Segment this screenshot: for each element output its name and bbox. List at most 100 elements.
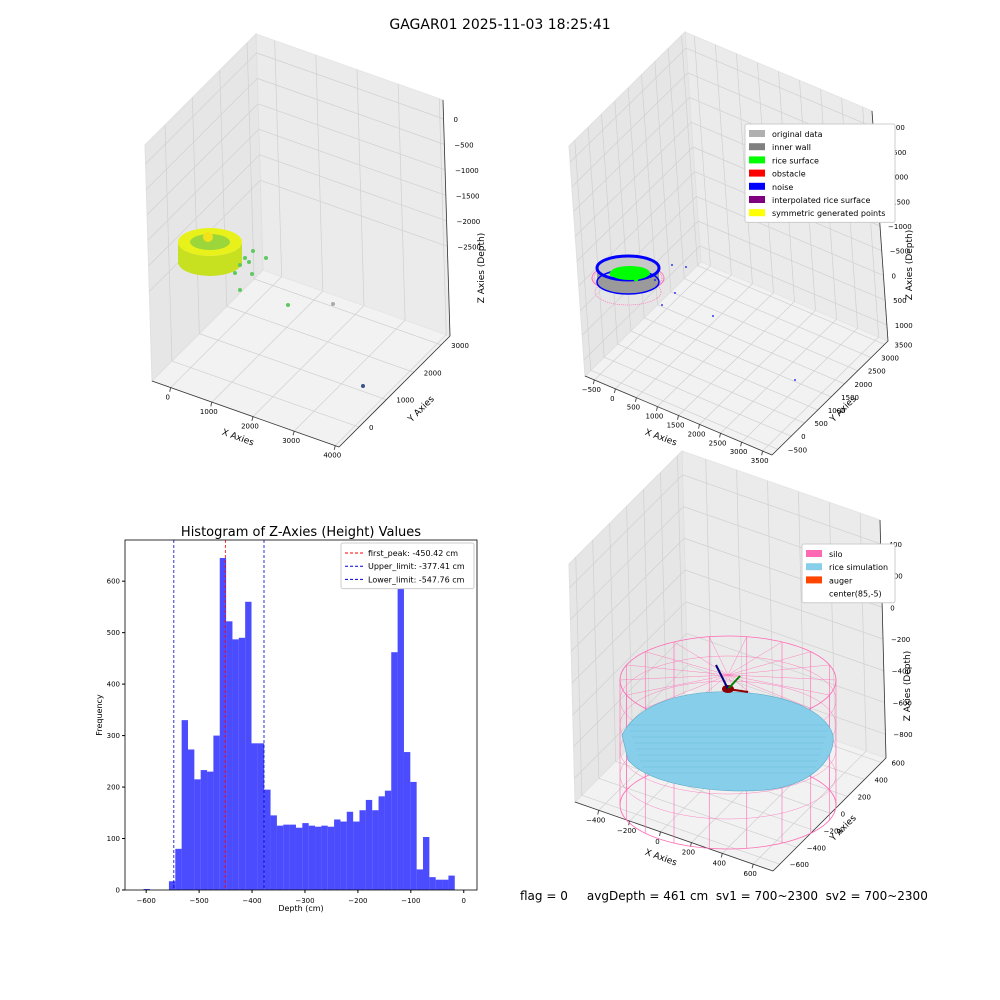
raw-z-tick-label: −1500 bbox=[456, 192, 480, 200]
histogram-bar bbox=[238, 637, 246, 890]
sim-grid-z bbox=[571, 569, 686, 684]
cls-legend-box bbox=[744, 123, 896, 223]
histogram-bar bbox=[372, 810, 379, 890]
histogram-x-tick-label: 0 bbox=[462, 897, 466, 905]
cls-x-tick bbox=[634, 397, 637, 403]
histogram-x-label: Depth (cm) bbox=[278, 904, 323, 913]
sim-x-tick bbox=[597, 810, 600, 815]
cls-grid-z bbox=[685, 47, 874, 128]
histogram-bar bbox=[334, 819, 341, 890]
histogram-legend-label: Lower_limit: -547.76 cm bbox=[368, 575, 465, 584]
cls-grid-y bbox=[670, 291, 858, 371]
histogram-bar bbox=[365, 799, 373, 890]
cls-rice-point bbox=[637, 267, 643, 273]
histogram-bar bbox=[251, 743, 258, 890]
cls-noise-point bbox=[712, 315, 714, 317]
cls-y-tick-label: 2500 bbox=[868, 368, 886, 376]
raw-peak-point bbox=[203, 232, 213, 242]
sim-legend-label: auger bbox=[829, 576, 853, 585]
histogram-bar bbox=[442, 879, 449, 890]
sim-grid-z bbox=[570, 506, 684, 620]
cls-noise-point bbox=[674, 292, 676, 294]
sim-grid-z bbox=[573, 633, 687, 747]
raw-grid-y bbox=[199, 333, 387, 400]
raw-x-tick bbox=[210, 401, 213, 407]
raw-y-tick-label: 0 bbox=[369, 424, 373, 432]
histogram-bar bbox=[200, 770, 208, 890]
histogram-bar bbox=[143, 888, 150, 890]
sim-z-tick-label: −800 bbox=[893, 731, 912, 739]
cls-noise-point bbox=[685, 266, 687, 268]
raw-point bbox=[233, 271, 237, 275]
cls-grid-z bbox=[575, 122, 692, 237]
sim-y-tick-label: 400 bbox=[875, 776, 888, 784]
raw-point bbox=[238, 288, 242, 292]
cls-y-tick-label: 2000 bbox=[855, 381, 873, 389]
cls-x-spine bbox=[584, 375, 773, 456]
histogram-bar bbox=[302, 823, 309, 890]
cls-x-tick-label: 2500 bbox=[709, 439, 727, 447]
raw-grid-x bbox=[170, 276, 282, 388]
raw-grid-z bbox=[259, 154, 447, 222]
cls-grid-z bbox=[573, 97, 690, 212]
cls-z-label: Z Axies (Depth) bbox=[905, 230, 915, 301]
raw-y-tick-label: 3000 bbox=[451, 342, 469, 350]
histogram-bar bbox=[283, 824, 290, 890]
sim-grid-z bbox=[572, 601, 687, 715]
sim-x-tick-label: 600 bbox=[744, 870, 757, 878]
histogram-bar bbox=[403, 752, 411, 890]
sim-x-tick-label: 400 bbox=[713, 859, 726, 867]
sim-x-label: X Axies bbox=[643, 848, 678, 869]
cls-legend-label: symmetric generated points bbox=[772, 209, 885, 218]
cls-y-tick-label: 3000 bbox=[881, 355, 899, 363]
cls-x-tick bbox=[698, 424, 701, 429]
histogram-bar bbox=[315, 826, 322, 890]
histogram-title: Histogram of Z-Axies (Height) Values bbox=[181, 525, 421, 540]
histogram-bar bbox=[264, 789, 271, 890]
sim-grid-z bbox=[685, 601, 884, 672]
histogram-bar bbox=[219, 558, 227, 890]
histogram-bar bbox=[384, 790, 392, 890]
cls-legend-label: obstacle bbox=[772, 170, 806, 179]
histogram-y-tick-label: 100 bbox=[107, 835, 120, 843]
histogram-bar bbox=[289, 824, 296, 890]
cls-grid-y bbox=[697, 265, 885, 345]
cls-z-tick-label: 0 bbox=[891, 272, 895, 280]
cls-legend-swatch bbox=[749, 130, 765, 137]
cls-y-tick-label: −500 bbox=[788, 446, 807, 454]
raw-x-tick-label: 4000 bbox=[323, 452, 341, 460]
cls-legend-swatch bbox=[749, 156, 765, 164]
histogram-x-tick-label: −500 bbox=[189, 897, 208, 905]
histogram-bar bbox=[213, 735, 220, 890]
cls-grid-z bbox=[576, 146, 694, 262]
raw-point bbox=[238, 263, 242, 267]
cls-symmetric-wire bbox=[594, 278, 662, 306]
sim-grid-z bbox=[574, 664, 688, 779]
cls-grid-z bbox=[583, 245, 701, 361]
histogram-bar bbox=[257, 743, 265, 890]
cls-grid-y bbox=[644, 317, 832, 398]
sim-z-tick-label: −400 bbox=[892, 668, 911, 676]
sim-legend-label: silo bbox=[829, 550, 843, 559]
cls-grid-z bbox=[696, 196, 884, 276]
sim-z-tick-label: −200 bbox=[891, 636, 910, 644]
histogram-legend-box bbox=[340, 542, 475, 590]
cls-x-tick bbox=[592, 379, 595, 385]
cls-z-tick-label: 500 bbox=[893, 297, 906, 305]
raw-grid-z bbox=[256, 52, 444, 120]
raw-grid-z bbox=[257, 78, 445, 145]
cls-grid-z bbox=[699, 245, 888, 326]
sim-z-tick-label: 200 bbox=[889, 573, 902, 581]
sim-x-tick bbox=[751, 863, 754, 869]
histogram-x-tick-label: −300 bbox=[295, 897, 314, 905]
histogram-bar bbox=[187, 749, 195, 890]
sim-silo-roof-wire bbox=[709, 636, 729, 676]
cls-z-tick-label: −500 bbox=[890, 248, 909, 256]
sim-silo-roof-wire bbox=[645, 651, 729, 676]
raw-grid-z bbox=[258, 129, 446, 196]
raw-x-tick bbox=[333, 445, 336, 451]
cls-x-tick bbox=[719, 433, 722, 438]
sim-rice-surface bbox=[621, 691, 834, 792]
cls-rice-point bbox=[621, 274, 627, 280]
